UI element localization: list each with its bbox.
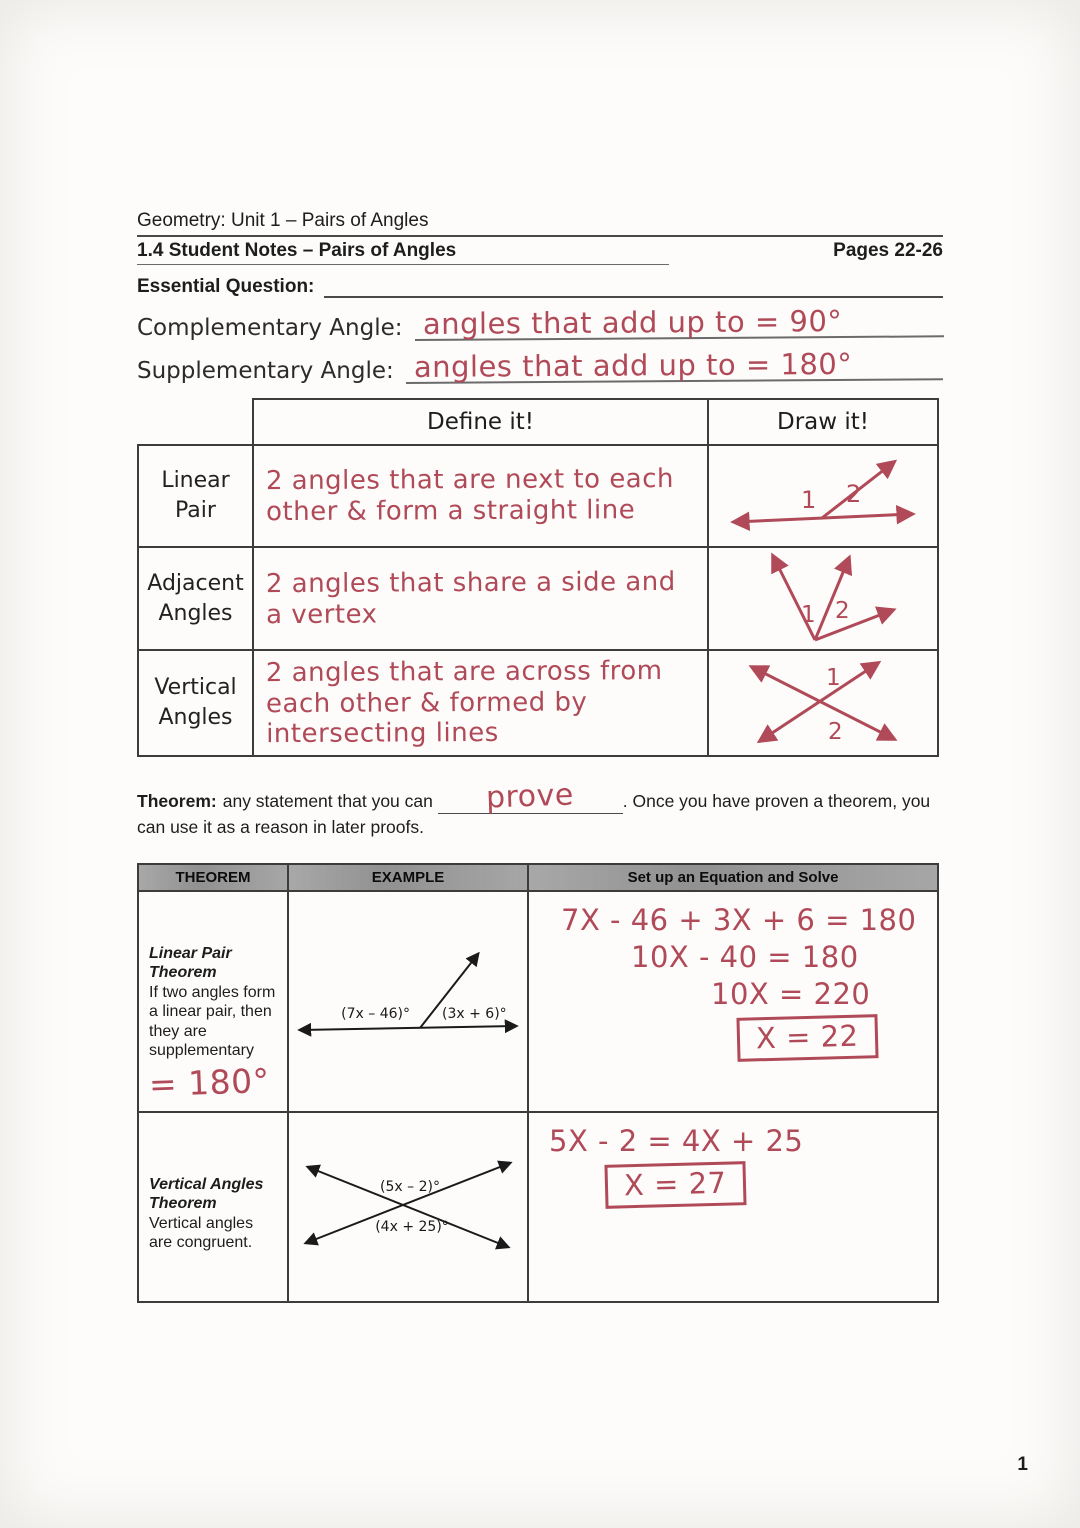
adjacent-angles-term: Adjacent Angles [137, 546, 254, 651]
vertical-angles-solution-cell: 5X - 2 = 4X + 25 X = 27 [529, 1113, 937, 1213]
work-line-1: 5X - 2 = 4X + 25 [549, 1123, 804, 1158]
work-line-2: 10X - 40 = 180 [631, 939, 859, 974]
define-it-header: Define it! [252, 398, 709, 446]
adjacent-angles-definition-handwriting: 2 angles that share a side and a vertex [265, 566, 676, 630]
angle-1-label: 1 [801, 602, 816, 628]
theorem-column-header: THEOREM [137, 862, 289, 892]
theorem-text-after: . Once you have proven a theorem, you ca… [137, 791, 931, 838]
vertical-angles-theorem-name: Vertical Angles Theorem [149, 1175, 264, 1213]
right-angle-expression: (3x + 6)° [442, 1006, 507, 1022]
angle-2-label: 2 [835, 598, 850, 624]
vertical-angles-theorem-cell: Vertical Angles Theorem Vertical angles … [139, 1113, 287, 1261]
complementary-label: Complementary Angle: [137, 315, 403, 341]
theorem-blank-answer-handwriting: prove [485, 777, 575, 816]
essential-question-row: Essential Question: [137, 276, 943, 298]
theorem-table-header-row: THEOREM EXAMPLE Set up an Equation and S… [137, 862, 939, 892]
notes-title-row: 1.4 Student Notes – Pairs of Angles Page… [137, 237, 943, 262]
vertical-angles-example-cell: (5x – 2)° (4x + 25)° [287, 1110, 529, 1303]
supplementary-label: Supplementary Angle: [137, 358, 394, 384]
pairs-table-corner-cell [138, 399, 253, 445]
supplementary-definition-row: Supplementary Angle: angles that add up … [137, 347, 943, 384]
notes-title: 1.4 Student Notes – Pairs of Angles [137, 240, 457, 261]
linear-pair-theorem-statement: If two angles form a linear pair, then t… [149, 983, 276, 1060]
page-number: 1 [1017, 1454, 1028, 1475]
adjacent-angles-drawing-cell: 1 2 [707, 546, 939, 651]
linear-pair-drawing-cell: 1 2 [707, 444, 939, 548]
angle-2-label: 2 [828, 719, 843, 745]
theorem-note: Theorem: any statement that you can prove… [137, 777, 943, 841]
solve-column-header: Set up an Equation and Solve [527, 862, 939, 892]
course-title: Geometry: Unit 1 – Pairs of Angles [137, 210, 943, 237]
theorem-blank: prove [437, 777, 623, 816]
notes-underline [137, 264, 669, 265]
vertical-angles-row: Vertical Angles 2 angles that are across… [137, 648, 939, 758]
essential-question-blank [324, 276, 943, 298]
linear-pair-theorem-handwritten-note: = 180° [148, 1060, 271, 1104]
angle-2-label: 2 [846, 480, 861, 508]
vertical-angles-example-drawing: (5x – 2)° (4x + 25)° [303, 1160, 513, 1250]
linear-pair-answer-box: X = 22 [736, 1014, 879, 1062]
vertical-angles-theorem-row: Vertical Angles Theorem Vertical angles … [137, 1110, 939, 1303]
theorem-text-before: any statement that you can [222, 791, 433, 812]
pairs-of-angles-table: Define it! Draw it! Linear Pair 2 angles… [137, 398, 939, 758]
linear-pair-example-cell: (7x – 46)° (3x + 6)° [287, 889, 529, 1113]
bottom-angle-expression: (4x + 25)° [375, 1219, 449, 1235]
linear-pair-theorem-cell: Linear Pair Theorem If two angles form a… [139, 892, 287, 1111]
essential-question-label: Essential Question: [137, 276, 315, 297]
adjacent-angles-drawing: 1 2 [771, 552, 897, 642]
pages-label: Pages 22-26 [833, 240, 943, 261]
work-line-1: 7X - 46 + 3X + 6 = 180 [561, 902, 917, 937]
draw-it-header: Draw it! [707, 398, 939, 446]
angle-1-label: 1 [826, 665, 841, 691]
angle-1-label: 1 [801, 486, 816, 514]
theorem-table: THEOREM EXAMPLE Set up an Equation and S… [137, 862, 939, 1303]
linear-pair-row: Linear Pair 2 angles that are next to ea… [137, 444, 939, 548]
linear-pair-theorem-name: Linear Pair Theorem [149, 944, 232, 982]
linear-pair-theorem-row: Linear Pair Theorem If two angles form a… [137, 889, 939, 1113]
linear-pair-term: Linear Pair [137, 444, 254, 548]
vertical-angles-answer-box: X = 27 [604, 1161, 747, 1209]
vertical-angles-drawing-cell: 1 2 [707, 648, 939, 758]
worksheet-content: Geometry: Unit 1 – Pairs of Angles 1.4 S… [137, 210, 943, 1303]
linear-pair-definition-handwriting: 2 angles that are next to each other & f… [265, 464, 675, 528]
vertical-angles-definition-handwriting: 2 angles that are across from each other… [265, 656, 663, 750]
linear-pair-example-drawing: (7x – 46)° (3x + 6)° [297, 951, 519, 1037]
top-angle-expression: (5x – 2)° [380, 1179, 440, 1195]
complementary-definition-row: Complementary Angle: angles that add up … [137, 304, 943, 341]
vertical-angles-term: Vertical Angles [137, 648, 254, 758]
vertical-angles-drawing: 1 2 [748, 660, 898, 745]
theorem-label: Theorem: [137, 791, 217, 812]
work-line-3: 10X = 220 [711, 976, 871, 1011]
linear-pair-solution-cell: 7X - 46 + 3X + 6 = 180 10X - 40 = 180 10… [529, 892, 937, 1066]
vertical-angles-theorem-statement: Vertical angles are congruent. [149, 1214, 254, 1252]
linear-pair-drawing: 1 2 [730, 459, 916, 531]
complementary-answer-handwriting: angles that add up to = 90° [414, 304, 943, 341]
supplementary-answer-handwriting: angles that add up to = 180° [405, 347, 943, 384]
pairs-table-header-row: Define it! Draw it! [138, 398, 939, 446]
left-angle-expression: (7x – 46)° [341, 1006, 410, 1022]
adjacent-angles-row: Adjacent Angles 2 angles that share a si… [137, 546, 939, 651]
example-column-header: EXAMPLE [287, 862, 529, 892]
